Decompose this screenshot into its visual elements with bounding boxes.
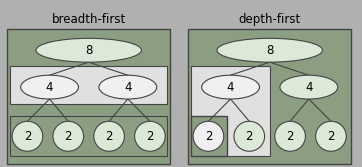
FancyBboxPatch shape bbox=[7, 29, 171, 164]
Text: 8: 8 bbox=[266, 44, 273, 57]
Ellipse shape bbox=[36, 38, 142, 62]
Ellipse shape bbox=[12, 121, 43, 151]
Text: 2: 2 bbox=[24, 130, 31, 143]
Text: 4: 4 bbox=[305, 81, 312, 94]
Text: 4: 4 bbox=[46, 81, 53, 94]
Ellipse shape bbox=[202, 75, 260, 99]
Text: breadth-first: breadth-first bbox=[51, 13, 126, 26]
Ellipse shape bbox=[275, 121, 306, 151]
Text: 2: 2 bbox=[245, 130, 253, 143]
Text: 2: 2 bbox=[205, 130, 212, 143]
Text: 4: 4 bbox=[124, 81, 131, 94]
Text: 4: 4 bbox=[227, 81, 234, 94]
Ellipse shape bbox=[280, 75, 338, 99]
Text: 2: 2 bbox=[327, 130, 335, 143]
Ellipse shape bbox=[316, 121, 346, 151]
Text: 2: 2 bbox=[64, 130, 72, 143]
Ellipse shape bbox=[217, 38, 323, 62]
Ellipse shape bbox=[99, 75, 157, 99]
Ellipse shape bbox=[135, 121, 165, 151]
FancyBboxPatch shape bbox=[188, 29, 352, 164]
Ellipse shape bbox=[94, 121, 125, 151]
Text: 2: 2 bbox=[286, 130, 294, 143]
Ellipse shape bbox=[193, 121, 224, 151]
Text: 8: 8 bbox=[85, 44, 92, 57]
Ellipse shape bbox=[53, 121, 84, 151]
FancyBboxPatch shape bbox=[191, 66, 270, 156]
FancyBboxPatch shape bbox=[191, 116, 227, 156]
Text: 2: 2 bbox=[105, 130, 113, 143]
Text: depth-first: depth-first bbox=[239, 13, 301, 26]
Ellipse shape bbox=[21, 75, 79, 99]
FancyBboxPatch shape bbox=[10, 66, 167, 104]
Text: 2: 2 bbox=[146, 130, 154, 143]
Ellipse shape bbox=[234, 121, 265, 151]
FancyBboxPatch shape bbox=[10, 116, 167, 156]
